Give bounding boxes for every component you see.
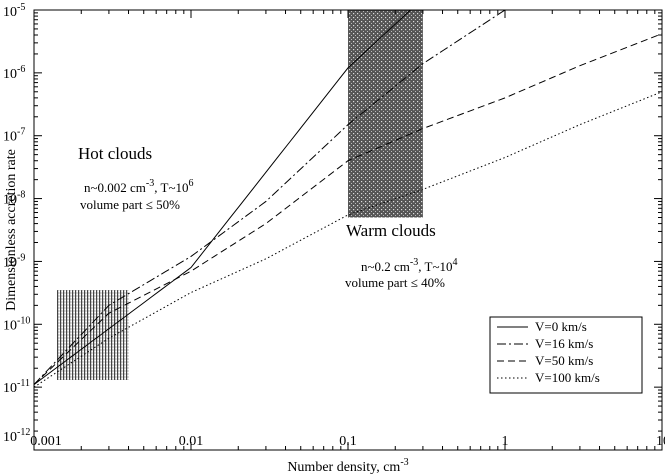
x-tick-label: 0.01 — [179, 434, 204, 449]
warm-clouds-params: n~0.2 cm-3, T~104 — [361, 257, 458, 274]
legend-label-1: V=16 km/s — [535, 336, 593, 351]
hot-clouds-region — [56, 290, 129, 380]
legend-label-2: V=50 km/s — [535, 353, 593, 368]
hot-clouds-params: n~0.002 cm-3, T~106 — [84, 178, 194, 195]
x-axis-label: Number density, cm-3 — [287, 457, 408, 475]
hot-clouds-title: Hot clouds — [78, 144, 152, 163]
y-tick-label: 10-11 — [3, 378, 30, 396]
y-tick-label: 10-5 — [3, 2, 25, 20]
legend-label-0: V=0 km/s — [535, 319, 587, 334]
warm-clouds-volume: volume part ≤ 40% — [345, 275, 445, 290]
warm-clouds-region — [348, 10, 423, 218]
y-axis-label: Dimensionless accretion rate — [4, 149, 19, 311]
series-line-2 — [34, 33, 662, 385]
shaded-regions — [56, 10, 423, 380]
legend-box — [489, 316, 643, 394]
hot-clouds-volume: volume part ≤ 50% — [80, 197, 180, 212]
series-line-3 — [34, 91, 662, 388]
axis-ticks — [33, 10, 662, 451]
series-line-0 — [34, 10, 411, 385]
legend-label-3: V=100 km/s — [535, 370, 600, 385]
legend: V=0 km/s V=16 km/s V=50 km/s V=100 km/s — [489, 316, 643, 394]
x-tick-label: 0.001 — [30, 434, 62, 449]
x-tick-label: 0.1 — [339, 434, 357, 449]
x-tick-label: 10 — [656, 434, 665, 449]
y-tick-label: 10-7 — [3, 127, 25, 145]
y-tick-label: 10-12 — [3, 427, 30, 445]
x-tick-label: 1 — [502, 434, 509, 449]
y-tick-label: 10-8 — [3, 190, 25, 208]
y-tick-label: 10-9 — [3, 252, 25, 270]
y-tick-label: 10-6 — [3, 64, 25, 82]
series-lines — [34, 10, 662, 388]
axis-tick-labels: 0.001 0.01 0.1 1 10 10-12 10-11 10-10 10-9 10-8 10… — [3, 2, 665, 449]
series-line-1 — [34, 10, 506, 385]
y-tick-label: 10-10 — [3, 315, 30, 333]
warm-clouds-title: Warm clouds — [346, 221, 436, 240]
